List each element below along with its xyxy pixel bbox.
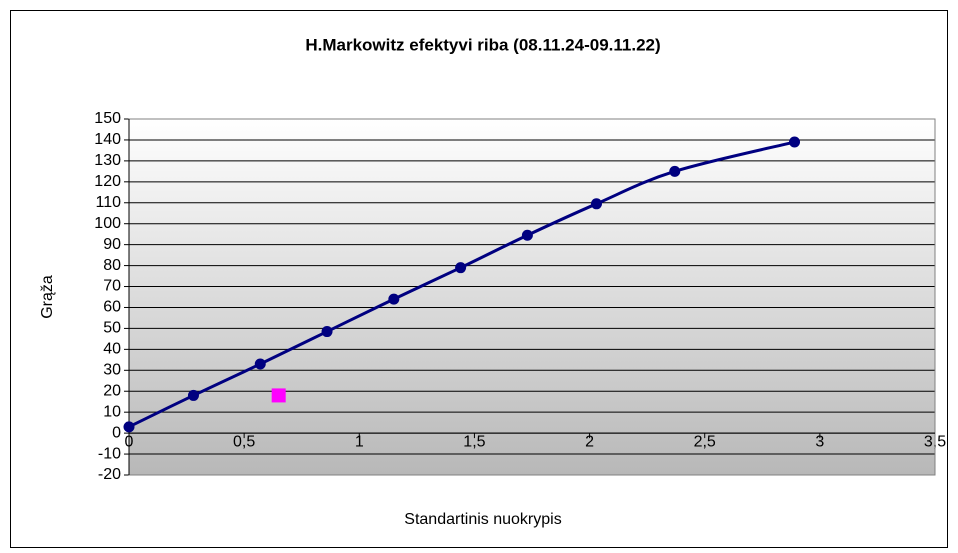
- x-tick-label: 0,5: [233, 433, 255, 450]
- y-tick-label: 80: [103, 257, 121, 274]
- y-axis-label: Grąža: [39, 275, 56, 319]
- x-tick-label: 1,5: [463, 433, 485, 450]
- y-tick-label: 10: [103, 403, 121, 420]
- y-tick-label: 150: [94, 110, 121, 127]
- y-tick-label: 100: [94, 215, 121, 232]
- point: [254, 358, 266, 370]
- point: [187, 389, 199, 401]
- plot-area: [129, 119, 935, 475]
- point: [590, 198, 602, 210]
- y-tick-label: 130: [94, 152, 121, 169]
- point: [789, 136, 801, 148]
- y-tick-label: 90: [103, 236, 121, 253]
- y-tick-label: 40: [103, 341, 121, 358]
- y-tick-label: -20: [98, 466, 121, 483]
- y-tick-label: 120: [94, 173, 121, 190]
- y-tick-label: 20: [103, 382, 121, 399]
- chart-title: H.Markowitz efektyvi riba (08.11.24-09.1…: [305, 35, 660, 54]
- x-tick-label: 2,5: [694, 433, 716, 450]
- x-tick-label: 2: [585, 433, 594, 450]
- point: [669, 165, 681, 177]
- y-tick-label: 110: [95, 194, 121, 211]
- point: [521, 229, 533, 241]
- point: [123, 421, 135, 433]
- point: [455, 262, 467, 274]
- y-tick-label: -10: [98, 445, 121, 462]
- y-tick-label: 70: [103, 278, 121, 295]
- x-tick-label: 1: [355, 433, 364, 450]
- x-tick-label: 3: [815, 433, 824, 450]
- y-tick-label: 30: [103, 362, 121, 379]
- y-tick-label: 60: [103, 299, 121, 316]
- y-tick-label: 140: [94, 131, 121, 148]
- y-tick-label: 0: [112, 424, 121, 441]
- point: [388, 293, 400, 305]
- point: [321, 326, 333, 338]
- x-axis-label: Standartinis nuokrypis: [404, 511, 561, 528]
- y-tick-label: 50: [103, 320, 121, 337]
- series-line: [128, 140, 795, 429]
- point: [271, 388, 286, 403]
